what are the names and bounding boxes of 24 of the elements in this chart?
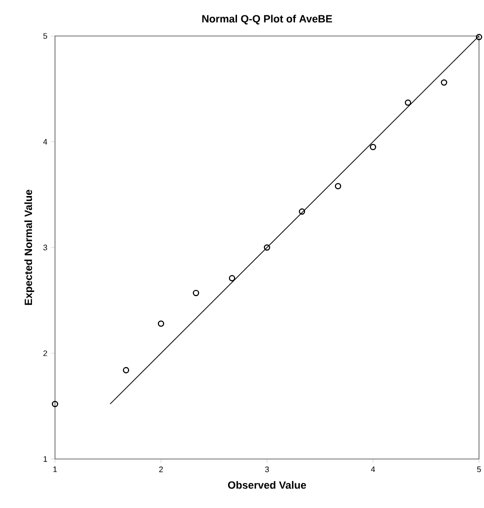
y-tick-label: 4 bbox=[43, 138, 48, 144]
x-tick-label: 4 bbox=[370, 466, 375, 472]
x-tick-label: 5 bbox=[477, 466, 481, 472]
y-tick-label: 1 bbox=[44, 456, 48, 462]
point bbox=[158, 320, 164, 327]
x-tick-label: 3 bbox=[265, 466, 269, 472]
point bbox=[298, 208, 306, 215]
y-tick-label: 5 bbox=[43, 33, 48, 39]
point bbox=[264, 244, 270, 251]
point bbox=[440, 79, 448, 86]
point bbox=[122, 367, 130, 374]
x-tick-label: 2 bbox=[159, 466, 163, 472]
x-tick-label: 1 bbox=[53, 466, 57, 472]
y-tick-label: 2 bbox=[43, 350, 48, 356]
chart-title: Normal Q-Q Plot of AveBE bbox=[202, 14, 332, 24]
point bbox=[334, 183, 342, 190]
y-tick-label: 3 bbox=[43, 244, 48, 250]
point bbox=[228, 275, 236, 282]
y-axis-title: Expected Normal Value bbox=[24, 190, 34, 305]
point bbox=[370, 144, 376, 150]
point bbox=[192, 290, 200, 296]
point bbox=[52, 400, 58, 408]
x-axis-title: Observed Value bbox=[228, 481, 306, 489]
point bbox=[404, 99, 412, 106]
